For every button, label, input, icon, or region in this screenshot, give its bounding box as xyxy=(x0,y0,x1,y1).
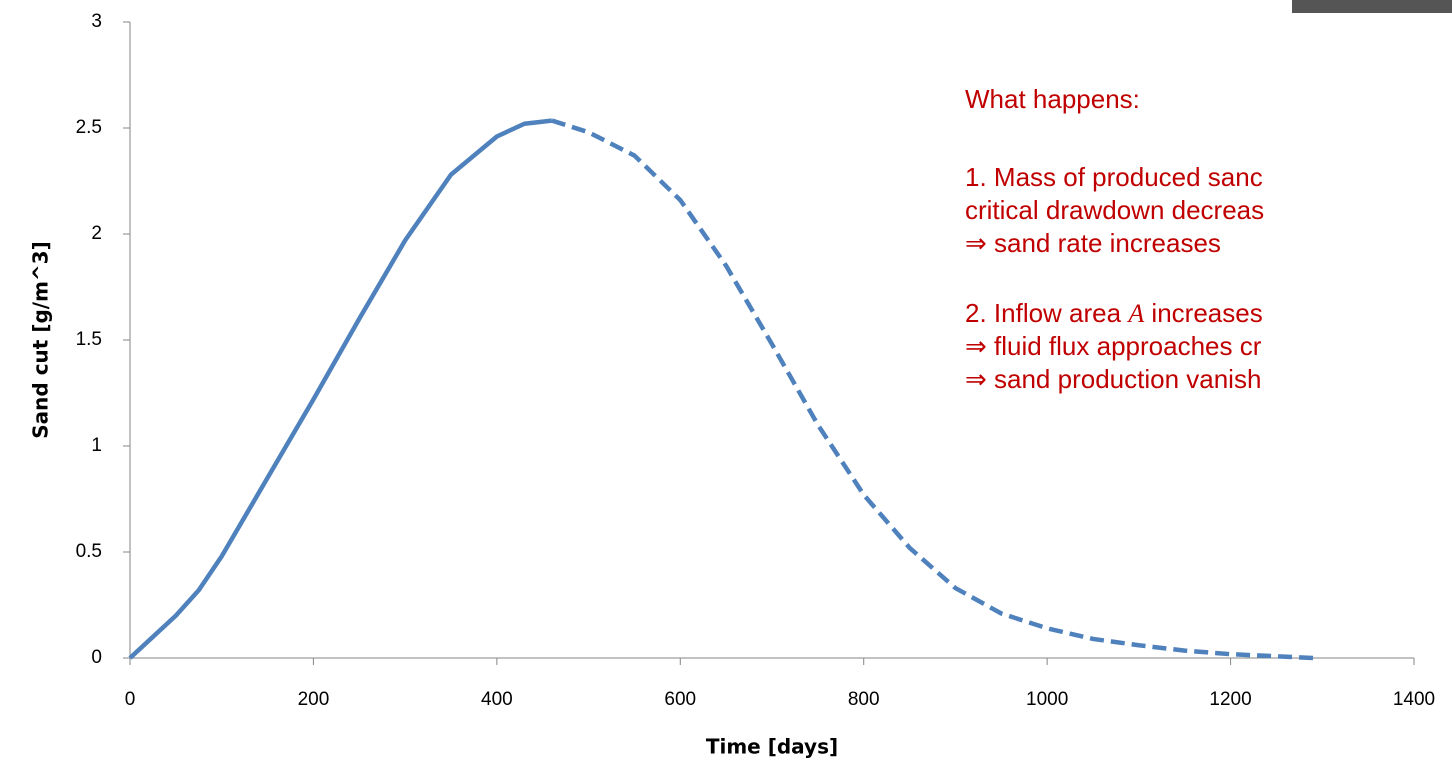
annotation-part: increases xyxy=(1144,298,1263,328)
annotation: What happens: xyxy=(965,84,1140,114)
x-tick-label: 1200 xyxy=(1209,689,1251,710)
y-tick-label: 3 xyxy=(91,11,102,32)
x-tick-label: 1400 xyxy=(1393,689,1435,710)
data-line xyxy=(128,118,553,660)
x-tick-label: 400 xyxy=(481,689,513,710)
y-tick-label: 1 xyxy=(91,435,102,456)
x-tick-label: 200 xyxy=(298,689,330,710)
annotation: 1. Mass of produced sanc xyxy=(965,162,1263,192)
annotation-part: ⇒ fluid flux approaches cr xyxy=(965,331,1262,361)
annotation-part: ⇒ sand production vanish xyxy=(965,364,1261,394)
y-tick-label: 1.5 xyxy=(76,329,102,350)
annotation: ⇒ sand production vanish xyxy=(965,364,1261,394)
x-axis-title: Time [days] xyxy=(706,735,838,759)
annotation-part: critical drawdown decreas xyxy=(965,195,1264,225)
annotation-part: ⇒ sand rate increases xyxy=(965,228,1221,258)
annotation-part: 2. Inflow area xyxy=(965,298,1128,328)
annotation-part: What happens: xyxy=(965,84,1140,114)
y-axis-title: Sand cut [g/m^3] xyxy=(29,241,53,438)
annotation-part: A xyxy=(1126,299,1144,328)
x-tick-label: 1000 xyxy=(1026,689,1068,710)
annotation: critical drawdown decreas xyxy=(965,195,1264,225)
data-line xyxy=(551,118,1314,661)
y-tick-label: 0.5 xyxy=(76,541,102,562)
annotation-part: 1. Mass of produced sanc xyxy=(965,162,1263,192)
annotation: ⇒ sand rate increases xyxy=(965,228,1221,258)
x-tick-label: 0 xyxy=(125,689,136,710)
annotation: 2. Inflow area A increases xyxy=(965,298,1263,328)
x-tick-label: 800 xyxy=(848,689,880,710)
y-tick-label: 2 xyxy=(91,223,102,244)
x-tick-label: 600 xyxy=(664,689,696,710)
annotation: ⇒ fluid flux approaches cr xyxy=(965,331,1262,361)
y-tick-label: 2.5 xyxy=(76,117,102,138)
photo-thumbnail xyxy=(1292,0,1452,13)
y-tick-label: 0 xyxy=(91,647,102,668)
